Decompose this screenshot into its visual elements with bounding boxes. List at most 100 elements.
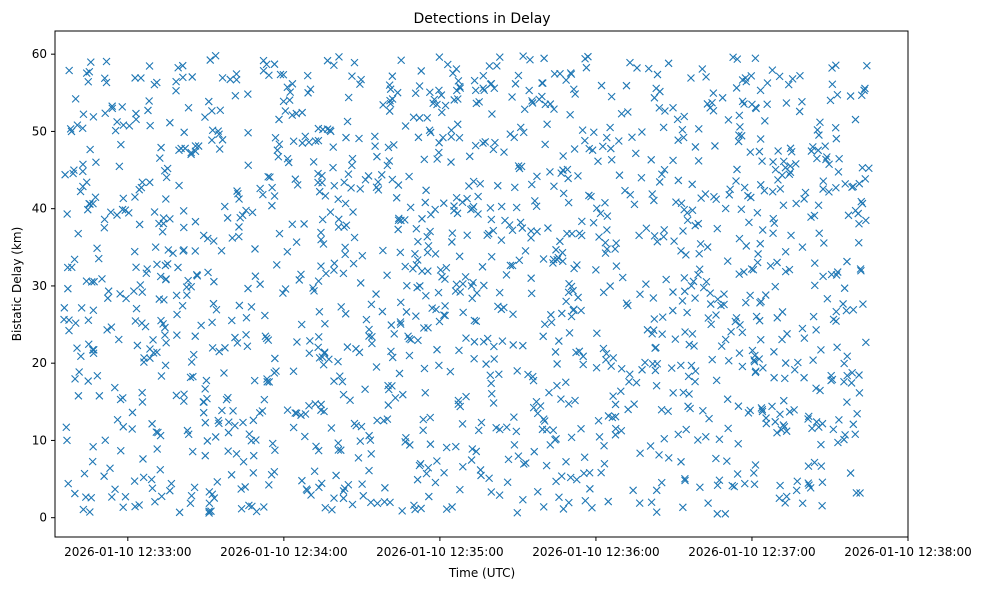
- data-point: [320, 319, 329, 328]
- data-point: [397, 56, 406, 65]
- data-point: [733, 55, 742, 64]
- data-point: [843, 352, 852, 361]
- data-point: [145, 62, 154, 70]
- data-point: [651, 343, 660, 352]
- data-point: [468, 294, 477, 303]
- data-point: [164, 246, 173, 254]
- data-point: [116, 446, 125, 455]
- data-point: [63, 436, 71, 445]
- data-point: [785, 407, 794, 416]
- data-point: [577, 217, 586, 226]
- data-point: [575, 229, 584, 238]
- data-point: [771, 165, 780, 174]
- data-point: [384, 401, 393, 409]
- data-point: [314, 124, 323, 133]
- data-point: [188, 73, 197, 81]
- data-point: [383, 161, 392, 170]
- data-point: [462, 392, 470, 401]
- data-point: [487, 389, 496, 398]
- data-point: [629, 486, 638, 495]
- data-point: [81, 493, 90, 502]
- data-point: [728, 481, 737, 490]
- data-point: [698, 406, 707, 415]
- data-point: [157, 492, 166, 501]
- data-point: [270, 354, 279, 363]
- data-point: [295, 276, 304, 284]
- data-point: [514, 452, 523, 460]
- data-point: [574, 293, 583, 302]
- data-point: [813, 126, 822, 134]
- data-point: [782, 99, 791, 107]
- data-point: [315, 483, 323, 492]
- data-point: [433, 345, 441, 354]
- data-point: [846, 469, 855, 477]
- data-point: [437, 108, 446, 117]
- data-point: [412, 224, 421, 233]
- data-point: [276, 70, 285, 79]
- data-point: [317, 479, 326, 488]
- data-point: [84, 316, 93, 325]
- data-point: [732, 177, 740, 185]
- data-point: [816, 118, 824, 127]
- data-point: [289, 137, 298, 146]
- data-point: [664, 59, 673, 68]
- data-point: [858, 163, 867, 172]
- data-point: [343, 117, 352, 126]
- data-point: [479, 71, 488, 80]
- data-point: [720, 300, 728, 309]
- data-point: [635, 499, 644, 507]
- data-point: [679, 133, 688, 142]
- data-point: [580, 136, 589, 145]
- data-point: [62, 423, 71, 432]
- data-point: [132, 109, 140, 118]
- data-point: [329, 163, 337, 172]
- data-point: [606, 123, 615, 132]
- data-point: [441, 311, 450, 320]
- data-point: [334, 223, 343, 231]
- data-point: [389, 140, 398, 149]
- data-point: [267, 201, 276, 210]
- data-point: [655, 104, 664, 112]
- data-point: [489, 399, 498, 407]
- data-point: [556, 69, 564, 78]
- data-point: [510, 183, 519, 192]
- data-point: [264, 172, 273, 181]
- data-point: [131, 502, 139, 511]
- data-point: [606, 282, 615, 290]
- data-point: [152, 428, 161, 436]
- data-point: [827, 270, 836, 279]
- data-point: [243, 90, 252, 99]
- data-point: [781, 247, 790, 256]
- x-tick-label: 2026-01-10 12:34:00: [220, 545, 347, 559]
- data-point: [421, 388, 430, 397]
- data-point: [146, 345, 154, 353]
- data-point: [600, 441, 608, 450]
- data-point: [530, 447, 539, 456]
- data-point: [271, 446, 279, 455]
- data-point: [477, 418, 486, 427]
- x-tick-label: 2026-01-10 12:38:00: [844, 545, 971, 559]
- data-point: [236, 213, 245, 222]
- x-tick-label: 2026-01-10 12:37:00: [688, 545, 815, 559]
- data-point: [453, 120, 462, 129]
- data-point: [704, 499, 712, 507]
- data-point: [532, 397, 541, 406]
- data-point: [100, 215, 109, 224]
- data-point: [153, 348, 161, 357]
- data-point: [595, 432, 604, 441]
- data-point: [413, 256, 422, 264]
- data-point: [146, 354, 154, 363]
- data-point: [179, 206, 188, 215]
- data-point: [742, 77, 751, 86]
- data-point: [782, 427, 791, 436]
- data-point: [757, 297, 765, 306]
- data-point: [129, 287, 138, 296]
- data-point: [405, 172, 413, 181]
- data-point: [514, 71, 523, 80]
- data-point: [463, 231, 472, 240]
- data-point: [98, 274, 106, 283]
- data-point: [318, 178, 326, 187]
- data-point: [318, 353, 327, 362]
- data-point: [288, 111, 297, 119]
- data-point: [804, 415, 812, 423]
